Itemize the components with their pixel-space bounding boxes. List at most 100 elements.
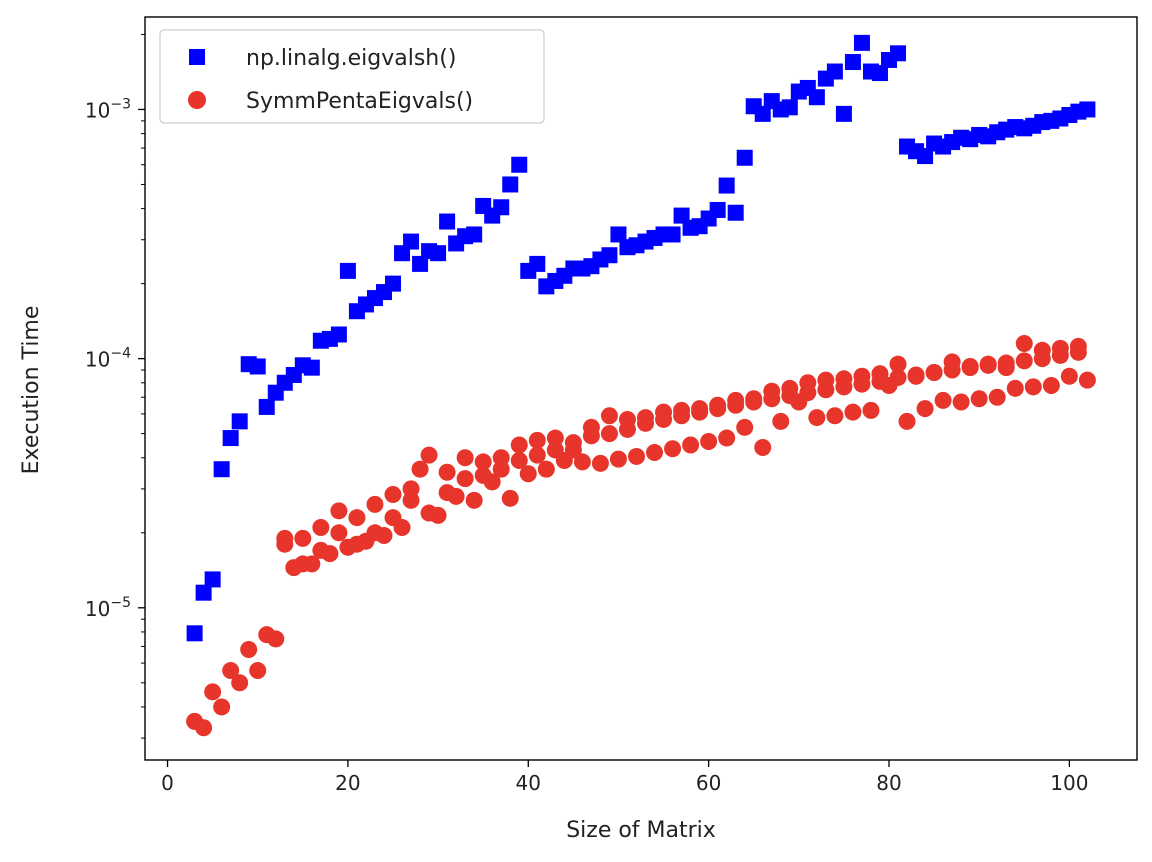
series-2-point-81 (916, 400, 934, 418)
x-tick-label: 0 (161, 771, 174, 795)
series-2-point-102 (312, 541, 330, 559)
series-2-point-89 (988, 388, 1006, 406)
axes-frame (144, 16, 1138, 761)
series-1-point-59 (718, 177, 735, 194)
series-2-point-25 (411, 460, 429, 478)
series-2-point-93 (1024, 378, 1042, 396)
series-1-point-34 (493, 199, 510, 216)
series-2-point-49 (627, 447, 645, 465)
series-1-point-28 (439, 213, 456, 230)
x-axis-label: Size of Matrix (566, 818, 716, 843)
y-axis: 10−5 10−4 10−3 (85, 33, 145, 739)
series-1-point-54 (673, 207, 690, 224)
series-2-point-79 (898, 412, 916, 430)
series-2-point-18 (348, 509, 366, 527)
series-1-point-5 (231, 413, 248, 430)
series-2-point-28 (438, 463, 456, 481)
series-2-point-123 (691, 403, 709, 421)
series-1-point-78 (890, 45, 907, 62)
data-marks (186, 34, 1096, 737)
series-2-point-39 (537, 460, 555, 478)
series-2-point-71 (826, 407, 844, 425)
series-2-point-104 (348, 535, 366, 553)
series-2-point-85 (952, 393, 970, 411)
series-2-point-46 (600, 407, 618, 425)
series-2-point-87 (970, 390, 988, 408)
legend: np.linalg.eigvalsh() SymmPentaEigvals() (159, 29, 545, 124)
series-2-point-69 (808, 409, 826, 427)
series-1-point-27 (430, 245, 447, 262)
series-1-point-1 (195, 584, 212, 601)
series-1-point-72 (835, 105, 852, 122)
series-2-point-109 (438, 484, 456, 502)
series-1-point-36 (511, 156, 528, 173)
series-1-point-22 (385, 275, 401, 292)
series-2-point-92 (1015, 335, 1033, 353)
series-1-point-69 (808, 89, 825, 106)
series-2-point-55 (682, 436, 700, 454)
series-2-point-45 (591, 454, 609, 472)
series-2-point-61 (736, 418, 754, 436)
series-2-point-131 (835, 378, 853, 396)
series-2-point-2 (204, 683, 222, 701)
series-2-point-73 (844, 403, 862, 421)
series-2-point-110 (456, 470, 474, 488)
series-2-point-12 (294, 529, 312, 547)
series-2-point-127 (763, 390, 781, 408)
series-2-point-113 (510, 452, 528, 470)
series-1-point-31 (466, 226, 483, 243)
series-2-point-118 (600, 425, 618, 443)
legend-marker-square (189, 49, 205, 65)
series-1-point-0 (186, 625, 203, 642)
legend-marker-circle (188, 91, 206, 109)
series-2-point-91 (1006, 379, 1024, 397)
series-2-point-107 (402, 491, 420, 509)
series-2-point-31 (465, 491, 483, 509)
series-2-point-32 (474, 453, 492, 471)
series-2-point-53 (664, 440, 682, 458)
series-2-point-43 (573, 453, 591, 471)
series-2-point-133 (871, 372, 889, 390)
series-2-point-6 (240, 641, 258, 659)
series-2-point-95 (1042, 377, 1060, 395)
x-axis: 0 20 40 60 80 100 (161, 760, 1088, 795)
series-1-point-73 (844, 54, 861, 71)
series-1-point-53 (664, 226, 681, 243)
series-2-point-139 (979, 356, 997, 374)
y-tick-label: 10−3 (85, 96, 131, 122)
series-1-point-60 (727, 204, 744, 221)
series-1-point-71 (826, 63, 843, 80)
series-2-point-35 (501, 489, 519, 507)
series-2-point-4 (222, 662, 240, 680)
series-2-point-141 (1015, 352, 1033, 370)
series-2-point-137 (943, 361, 961, 379)
x-tick-label: 20 (335, 771, 360, 795)
series-1-point-47 (610, 226, 627, 243)
series-2-point-83 (934, 391, 952, 409)
series-2-point-105 (366, 524, 384, 542)
series-1-point-61 (736, 149, 753, 166)
series-2-point-125 (727, 396, 745, 414)
series-1-point-8 (258, 398, 275, 415)
series-1-point-74 (853, 34, 870, 51)
series-2-point-134 (889, 368, 907, 386)
series-1-point-17 (339, 262, 356, 279)
legend-label-series-2: SymmPentaEigvals() (246, 89, 473, 114)
series-1-point-76 (871, 65, 888, 82)
series-2-point-108 (420, 504, 438, 522)
series-2-point-5 (231, 674, 249, 692)
series-2-point-112 (492, 460, 510, 478)
series-1-point-4 (222, 430, 239, 447)
series-2-point-130 (817, 381, 835, 399)
series-2-point-122 (673, 407, 691, 425)
series-1-point-25 (412, 255, 429, 272)
series-2-point-40 (546, 429, 564, 447)
series-2-point-135 (907, 366, 925, 384)
x-tick-label: 100 (1050, 771, 1088, 795)
series-2-point-106 (384, 509, 402, 527)
series-2-point-59 (718, 429, 736, 447)
series-2-point-114 (528, 446, 546, 464)
series-1-point-46 (601, 247, 618, 264)
series-2-point-115 (546, 441, 564, 459)
